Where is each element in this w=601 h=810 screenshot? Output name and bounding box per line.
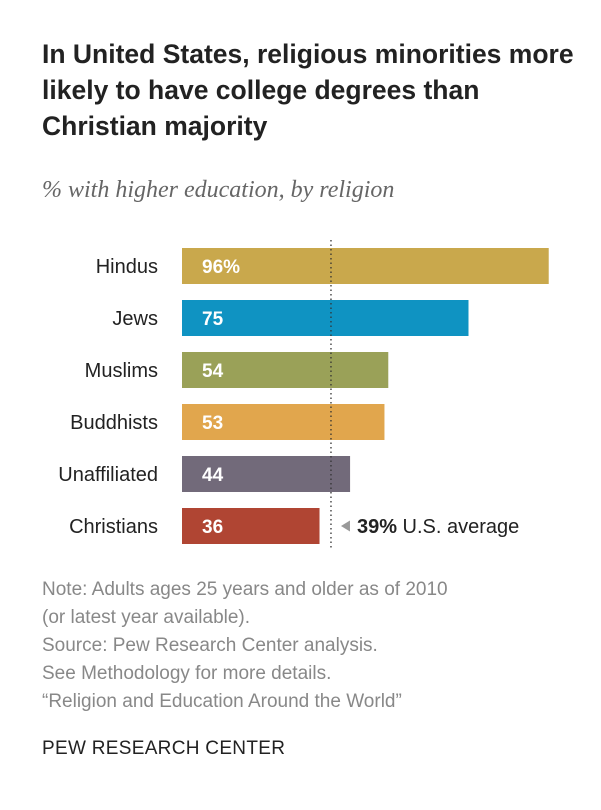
bar-value-label: 36 xyxy=(202,517,223,538)
chart-title: In United States, religious minorities m… xyxy=(42,39,574,141)
bar-group: Christians 36 xyxy=(69,508,320,544)
bar-value-label: 96% xyxy=(202,257,240,278)
category-label: Buddhists xyxy=(70,412,158,434)
methodology-line: See Methodology for more details. xyxy=(42,663,332,684)
bar xyxy=(182,352,389,388)
source-line: Source: Pew Research Center analysis. xyxy=(42,635,378,656)
average-pointer-icon xyxy=(340,520,350,532)
category-label: Christians xyxy=(69,516,158,538)
category-label: Unaffiliated xyxy=(58,464,158,486)
average-text: U.S. average xyxy=(397,516,519,538)
bar-value-label: 54 xyxy=(202,361,224,382)
bar-group: Buddhists 53 xyxy=(70,404,385,440)
bar xyxy=(182,300,469,336)
bar-group: Unaffiliated 44 xyxy=(58,456,351,492)
bar-group: Jews 75 xyxy=(112,300,469,336)
brand-footer: PEW RESEARCH CENTER xyxy=(42,738,286,759)
average-label: 39% U.S. average xyxy=(357,516,519,538)
note-line: Note: Adults ages 25 years and older as … xyxy=(42,579,448,600)
chart-subtitle: % with higher education, by religion xyxy=(42,177,395,203)
note-line: (or latest year available). xyxy=(42,607,251,628)
bar xyxy=(182,248,549,284)
category-label: Jews xyxy=(112,308,158,330)
bar xyxy=(182,508,320,544)
report-title-line: “Religion and Education Around the World… xyxy=(42,691,402,712)
bar-value-label: 53 xyxy=(202,413,223,434)
average-value: 39% xyxy=(357,516,397,538)
bar xyxy=(182,404,385,440)
bar-chart: Hindus 96% Jews 75 Muslims 54 Buddhists 53 Unaff… xyxy=(58,240,549,548)
bar xyxy=(182,456,351,492)
bar-group: Hindus 96% xyxy=(96,248,549,284)
category-label: Muslims xyxy=(85,360,158,382)
notes: Note: Adults ages 25 years and older as … xyxy=(42,576,448,716)
bar-group: Muslims 54 xyxy=(85,352,389,388)
bar-value-label: 75 xyxy=(202,309,224,330)
bar-value-label: 44 xyxy=(202,465,224,486)
category-label: Hindus xyxy=(96,256,158,278)
